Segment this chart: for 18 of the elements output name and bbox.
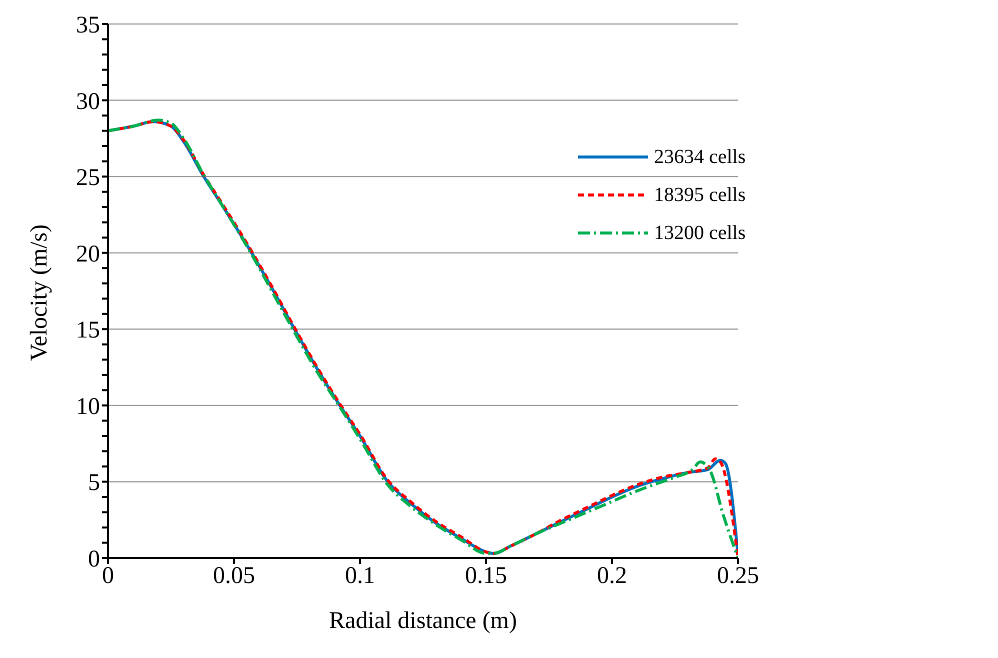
legend-label: 18395 cells <box>654 184 746 206</box>
y-tick-label: 0 <box>88 546 100 573</box>
x-axis-title: Radial distance (m) <box>329 608 517 634</box>
legend-label: 23634 cells <box>654 146 746 168</box>
y-tick-label: 15 <box>76 318 100 344</box>
y-tick-label: 30 <box>76 88 100 115</box>
legend-label: 13200 cells <box>654 222 746 244</box>
x-tick-label: 0.1 <box>345 563 375 590</box>
y-tick-label: 25 <box>76 165 100 192</box>
y-tick-label: 5 <box>88 470 100 496</box>
x-tick-label: 0.2 <box>597 563 627 590</box>
x-tick-label: 0.05 <box>213 563 255 590</box>
y-tick-label: 35 <box>76 12 100 39</box>
x-tick-label: 0.25 <box>717 563 759 590</box>
y-axis-title: Velocity (m/s) <box>26 224 53 361</box>
x-tick-label: 0.15 <box>465 563 507 590</box>
y-tick-label: 10 <box>76 394 100 420</box>
y-tick-label: 20 <box>76 241 100 268</box>
